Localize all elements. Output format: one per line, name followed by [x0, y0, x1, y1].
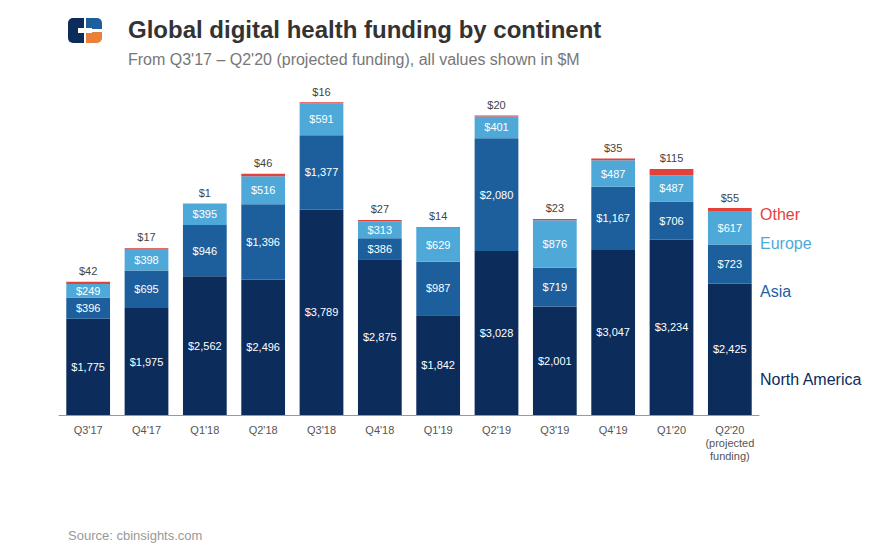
- svg-text:Q1'20: Q1'20: [657, 424, 686, 436]
- svg-text:$27: $27: [371, 203, 389, 215]
- svg-text:Q2'20: Q2'20: [715, 424, 744, 436]
- svg-text:$2,562: $2,562: [188, 340, 222, 352]
- svg-text:$401: $401: [484, 121, 508, 133]
- svg-text:Q4'19: Q4'19: [599, 424, 628, 436]
- svg-text:$1,775: $1,775: [71, 361, 105, 373]
- svg-text:$115: $115: [660, 152, 684, 164]
- svg-text:$629: $629: [426, 239, 450, 251]
- svg-text:$42: $42: [79, 265, 97, 277]
- svg-text:Q3'18: Q3'18: [307, 424, 336, 436]
- svg-text:funding): funding): [710, 450, 750, 462]
- svg-text:Q2'18: Q2'18: [249, 424, 278, 436]
- svg-text:Q2'19: Q2'19: [482, 424, 511, 436]
- svg-text:$17: $17: [137, 231, 155, 243]
- svg-text:$2,001: $2,001: [538, 355, 572, 367]
- svg-text:Europe: Europe: [760, 235, 812, 252]
- svg-text:$16: $16: [312, 86, 330, 98]
- svg-text:$396: $396: [76, 302, 100, 314]
- svg-text:$987: $987: [426, 282, 450, 294]
- svg-text:$591: $591: [309, 113, 333, 125]
- svg-text:$723: $723: [718, 258, 742, 270]
- svg-text:$706: $706: [659, 215, 683, 227]
- svg-text:$2,496: $2,496: [246, 341, 280, 353]
- svg-text:$386: $386: [368, 243, 392, 255]
- svg-text:Q4'17: Q4'17: [132, 424, 161, 436]
- svg-text:$1,396: $1,396: [246, 236, 280, 248]
- svg-text:Asia: Asia: [760, 283, 791, 300]
- svg-text:Q3'19: Q3'19: [540, 424, 569, 436]
- svg-text:Q1'18: Q1'18: [190, 424, 219, 436]
- svg-text:$398: $398: [134, 254, 158, 266]
- svg-text:$876: $876: [543, 238, 567, 250]
- svg-text:$1,842: $1,842: [421, 359, 455, 371]
- svg-text:$3,789: $3,789: [305, 306, 339, 318]
- svg-text:Global digital health funding: Global digital health funding by contine…: [128, 16, 601, 43]
- svg-text:North America: North America: [760, 371, 861, 388]
- svg-text:$395: $395: [193, 208, 217, 220]
- svg-text:From Q3'17 – Q2'20 (projected: From Q3'17 – Q2'20 (projected funding), …: [128, 51, 580, 68]
- svg-text:$2,875: $2,875: [363, 331, 397, 343]
- svg-text:$46: $46: [254, 157, 272, 169]
- svg-text:$946: $946: [193, 245, 217, 257]
- svg-text:$3,028: $3,028: [480, 327, 514, 339]
- svg-text:$617: $617: [718, 222, 742, 234]
- svg-text:$1,167: $1,167: [596, 212, 630, 224]
- svg-text:$1,377: $1,377: [305, 166, 339, 178]
- svg-text:$313: $313: [368, 224, 392, 236]
- svg-text:$3,234: $3,234: [655, 321, 689, 333]
- svg-text:$23: $23: [546, 202, 564, 214]
- svg-text:$719: $719: [543, 281, 567, 293]
- svg-text:Q3'17: Q3'17: [74, 424, 103, 436]
- svg-text:$20: $20: [487, 99, 505, 111]
- svg-text:$14: $14: [429, 210, 447, 222]
- svg-text:$249: $249: [76, 285, 100, 297]
- svg-text:Source: cbinsights.com: Source: cbinsights.com: [68, 528, 202, 543]
- svg-text:$2,425: $2,425: [713, 343, 747, 355]
- svg-text:$516: $516: [251, 184, 275, 196]
- svg-text:$3,047: $3,047: [596, 326, 630, 338]
- svg-text:$487: $487: [659, 182, 683, 194]
- svg-text:(projected: (projected: [705, 437, 754, 449]
- svg-text:$695: $695: [134, 283, 158, 295]
- svg-text:$487: $487: [601, 168, 625, 180]
- svg-text:$55: $55: [721, 192, 739, 204]
- svg-text:Other: Other: [760, 206, 801, 223]
- svg-text:Q1'19: Q1'19: [424, 424, 453, 436]
- svg-text:Q4'18: Q4'18: [365, 424, 394, 436]
- svg-text:$1: $1: [199, 187, 211, 199]
- svg-text:$2,080: $2,080: [480, 189, 514, 201]
- svg-text:$1,975: $1,975: [130, 356, 164, 368]
- svg-text:$35: $35: [604, 142, 622, 154]
